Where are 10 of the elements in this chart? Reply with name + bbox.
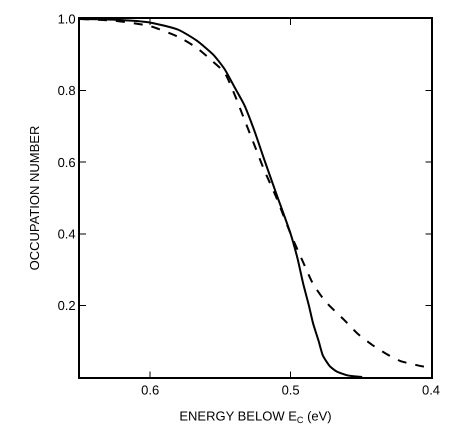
y-tick-label: 0.6 [58, 154, 76, 170]
y-tick-label: 0.8 [58, 83, 76, 98]
y-axis-title: OCCUPATION NUMBER [27, 126, 42, 270]
x-tick-label: 0.6 [141, 382, 160, 398]
y-tick-label: 1.0 [58, 12, 76, 27]
y-tick-label: 0.4 [58, 226, 76, 242]
x-tick-label: 0.5 [282, 382, 300, 398]
x-axis-title: ENERGY BELOW E$_{C}$ (eV) [179, 408, 332, 426]
x-tick-label: 0.4 [422, 382, 440, 398]
y-tick-label: 0.2 [58, 298, 76, 313]
